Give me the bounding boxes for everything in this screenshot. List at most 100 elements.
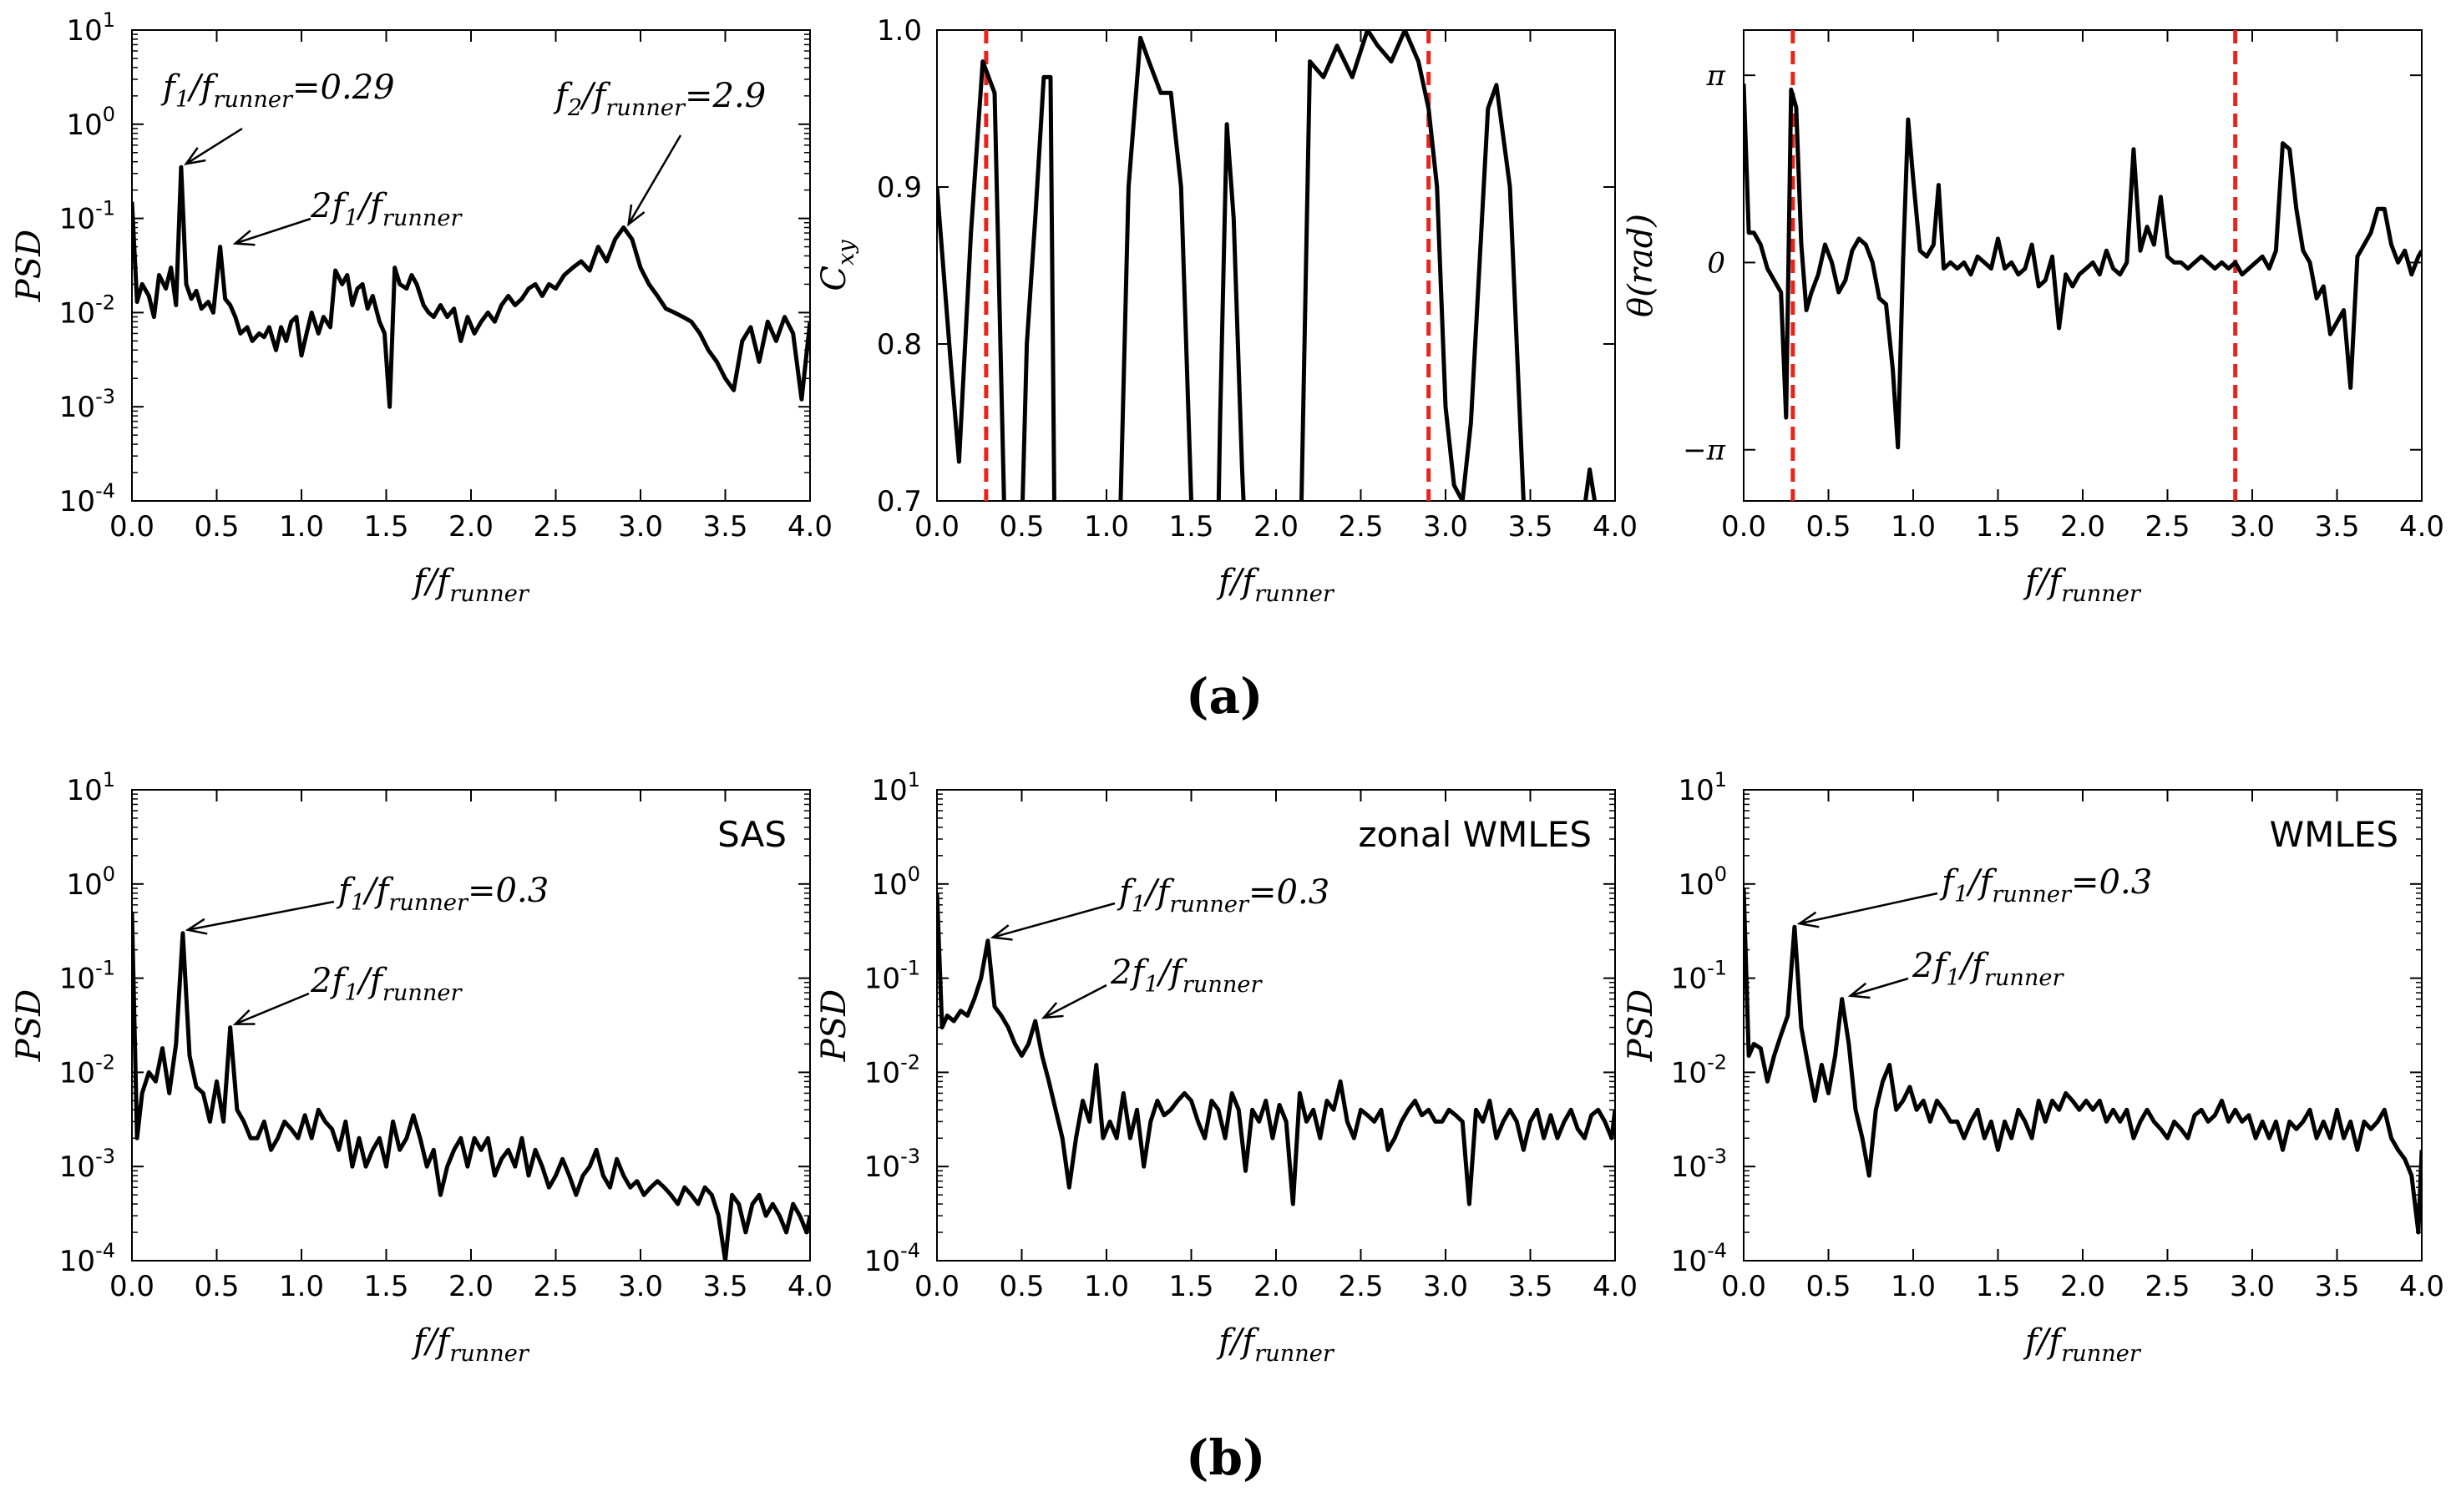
x-tick-label: 0.0 [914, 510, 960, 544]
annotation-label: 2f1/frunner [310, 962, 463, 1006]
x-tick-label: 0.5 [194, 510, 239, 544]
x-tick-label: 3.0 [1423, 510, 1468, 544]
y-axis-label: PSD [1622, 989, 1660, 1062]
x-tick-label: 0.0 [914, 1270, 960, 1303]
y-tick-label: 101 [871, 768, 920, 807]
y-tick-label: 10-2 [1671, 1050, 1727, 1090]
series-line [1744, 83, 2422, 450]
panel-label-b: (b) [1186, 1429, 1266, 1486]
x-tick-label: 3.0 [618, 510, 663, 544]
chart-b-wmles: 0.0 0.5 1.0 1.5 2.0 2.5 3.0 3.5 4.0 10-4 10-3 10-2 1… [1622, 768, 2444, 1367]
y-tick-label: 101 [66, 768, 115, 807]
series-line [132, 164, 810, 409]
y-tick-label: 0 [1707, 246, 1725, 280]
x-tick-label: 4.0 [2399, 510, 2444, 544]
x-tick-label: 1.0 [279, 510, 324, 544]
annotation-arrowhead [232, 230, 256, 246]
x-tick-label: 4.0 [787, 510, 833, 544]
y-tick-label: 10-4 [864, 1239, 920, 1278]
annotation-arrow [627, 134, 682, 225]
chart-a-cxy: 0.0 0.5 1.0 1.5 2.0 2.5 3.0 3.5 4.0 0.7 0.8 0.9 1.0 f… [815, 14, 1638, 607]
x-tick-label: 2.5 [1338, 1270, 1383, 1303]
x-tick-label: 2.5 [2145, 1270, 2190, 1303]
x-tick-label: 2.0 [1253, 1270, 1299, 1303]
x-axis-label: f/frunner [2023, 1322, 2142, 1367]
x-tick-label: 0.0 [1721, 1270, 1766, 1303]
series-line [937, 893, 1615, 1206]
y-tick-label: 10-1 [864, 957, 920, 996]
x-tick-label: 2.5 [533, 1270, 578, 1303]
x-tick-label: 1.5 [363, 510, 408, 544]
annotation-arrow [187, 900, 335, 932]
x-tick-label: 1.0 [1084, 1270, 1129, 1303]
y-tick-label: −π [1683, 434, 1725, 468]
x-tick-label: 4.0 [1593, 1270, 1638, 1303]
y-tick-label: 100 [66, 103, 115, 142]
x-tick-label: 1.0 [1891, 1270, 1936, 1303]
y-tick-label: 1.0 [877, 14, 922, 48]
y-tick-label: π [1706, 59, 1726, 93]
y-tick-label: 0.7 [877, 485, 922, 518]
y-tick-label: 100 [871, 862, 920, 902]
x-tick-label: 2.5 [1338, 510, 1383, 544]
x-tick-label: 3.0 [2230, 1270, 2275, 1303]
legend-label: SAS [717, 814, 787, 855]
y-tick-label: 10-4 [59, 479, 115, 518]
y-tick-label: 101 [66, 8, 115, 48]
annotation-arrowhead [627, 204, 646, 227]
x-tick-label: 0.5 [1805, 510, 1851, 544]
y-tick-label: 10-4 [59, 1239, 115, 1278]
x-tick-label: 3.5 [2314, 1270, 2359, 1303]
x-axis-label: f/frunner [411, 1322, 530, 1367]
chart-b-zonal: 0.0 0.5 1.0 1.5 2.0 2.5 3.0 3.5 4.0 10-4 10-3 10-2 1… [815, 768, 1638, 1367]
y-axis-label: PSD [10, 230, 48, 302]
y-axis-label: PSD [815, 989, 853, 1062]
y-tick-label: 10-2 [59, 1050, 115, 1090]
x-tick-label: 1.0 [279, 1270, 324, 1303]
y-tick-label: 0.9 [877, 171, 922, 205]
x-tick-label: 0.5 [194, 1270, 239, 1303]
x-tick-label: 3.5 [702, 1270, 747, 1303]
annotation-label: f2/frunner=2.9 [553, 77, 766, 121]
annotation-label: 2f1/frunner [310, 187, 463, 231]
x-tick-label: 2.5 [2145, 510, 2190, 544]
x-tick-label: 1.0 [1084, 510, 1129, 544]
x-tick-label: 3.5 [1507, 1270, 1552, 1303]
x-tick-label: 0.0 [1721, 510, 1766, 544]
x-tick-label: 1.5 [1975, 1270, 2020, 1303]
x-tick-label: 1.5 [363, 1270, 408, 1303]
annotation-label: f1/frunner=0.3 [1939, 863, 2152, 908]
panel-label-a: (a) [1186, 668, 1263, 725]
series-line [937, 30, 1598, 501]
y-tick-label: 10-1 [59, 957, 115, 996]
y-tick-label: 10-2 [864, 1050, 920, 1090]
annotation-arrow [235, 217, 311, 245]
x-tick-label: 2.0 [2060, 510, 2105, 544]
annotation-arrowhead [1847, 982, 1871, 999]
x-tick-label: 3.5 [702, 510, 747, 544]
annotation-arrowhead [1041, 1002, 1064, 1019]
chart-a-psd: 0.0 0.5 1.0 1.5 2.0 2.5 3.0 3.5 4.0 10-4 10-3 10-2 1… [10, 8, 833, 607]
annotation-label: f1/frunner=0.29 [160, 68, 395, 113]
annotation-label: 2f1/frunner [1110, 953, 1263, 998]
y-axis-label: Cxy [815, 240, 859, 291]
y-tick-label: 10-3 [59, 385, 115, 424]
x-tick-label: 3.5 [2314, 510, 2359, 544]
y-tick-label: 10-1 [1671, 957, 1727, 996]
y-tick-label: 0.8 [877, 328, 922, 362]
x-tick-label: 0.5 [999, 510, 1044, 544]
x-tick-label: 0.5 [999, 1270, 1044, 1303]
annotation-arrow [992, 902, 1116, 938]
x-axis-label: f/frunner [411, 563, 530, 607]
series-line [132, 912, 810, 1261]
legend-label: zonal WMLES [1359, 814, 1592, 855]
annotation-arrowhead [990, 924, 1013, 941]
y-tick-label: 101 [1678, 768, 1727, 807]
chart-a-theta: 0.0 0.5 1.0 1.5 2.0 2.5 3.0 3.5 4.0 −π 0 π f/frunner… [1622, 29, 2444, 607]
x-tick-label: 0.5 [1805, 1270, 1851, 1303]
x-tick-label: 4.0 [1593, 510, 1638, 544]
y-tick-label: 10-3 [59, 1145, 115, 1184]
x-axis-label: f/frunner [1216, 563, 1335, 607]
annotation-arrowhead [184, 147, 206, 165]
